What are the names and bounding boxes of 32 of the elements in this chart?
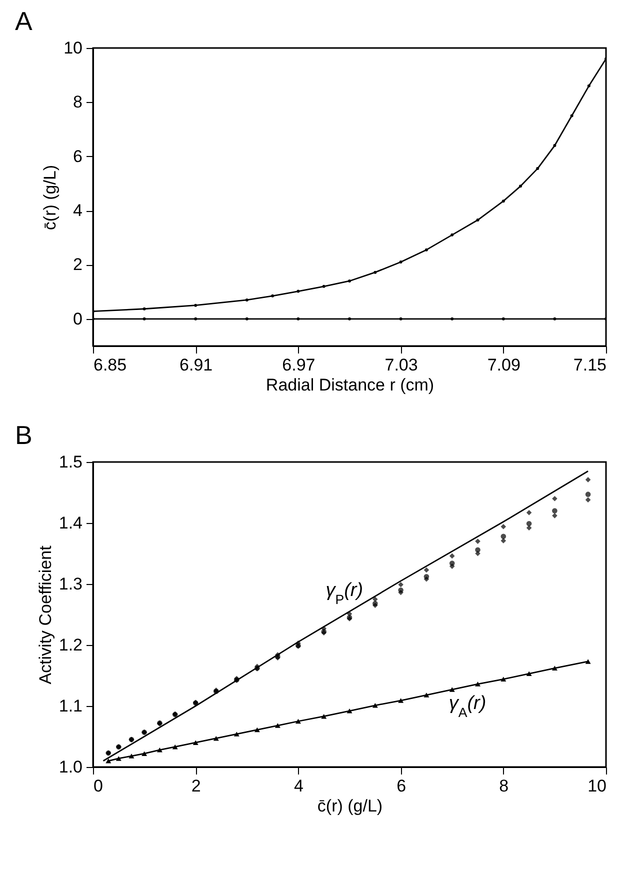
x-tick-label: 6 (396, 776, 406, 796)
y-axis-title: c̄(r) (g/L) (40, 164, 60, 230)
annotation: γ$_{P}$(r) (326, 580, 364, 607)
y-tick-label: 1.5 (58, 452, 82, 472)
x-tick-label: 6.91 (180, 356, 213, 374)
x-tick-label: 0 (94, 776, 103, 796)
y-tick-label: 2 (73, 255, 82, 274)
x-tick-label: 7.09 (487, 356, 520, 374)
x-tick-label: 10 (588, 776, 606, 796)
x-tick-label: 4 (294, 776, 304, 796)
annotation: γ$_{A}$(r) (448, 692, 486, 720)
y-tick-label: 4 (73, 201, 82, 220)
y-tick-label: 1.1 (58, 696, 82, 716)
y-tick-label: 8 (73, 92, 82, 112)
x-axis-title: c̄(r) (g/L) (317, 796, 383, 816)
x-tick-label: 7.15 (573, 356, 606, 374)
chart-title: B (15, 420, 32, 450)
x-axis-title: Radial Distance r (cm) (266, 376, 434, 394)
x-tick-label: 7.03 (384, 356, 418, 374)
x-tick-label: 6.85 (94, 356, 127, 374)
y-tick-label: 0 (73, 309, 82, 328)
y-tick-label: 10 (64, 38, 82, 58)
y-axis-title: Activity Coefficient (36, 545, 55, 684)
y-tick-label: 1.0 (58, 758, 82, 776)
x-tick-label: 2 (191, 776, 201, 796)
y-tick-label: 1.3 (58, 574, 82, 594)
x-tick-label: 6.97 (282, 356, 316, 374)
y-tick-label: 1.4 (58, 514, 82, 532)
y-tick-label: 6 (73, 146, 82, 166)
chart-title: A (15, 6, 33, 36)
y-tick-label: 1.2 (58, 636, 82, 654)
x-tick-label: 8 (499, 776, 509, 796)
